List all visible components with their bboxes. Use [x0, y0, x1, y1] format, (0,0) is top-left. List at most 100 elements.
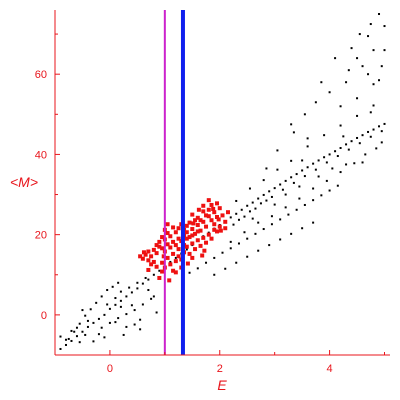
- data-point: [173, 230, 178, 235]
- data-point: [184, 230, 189, 235]
- data-point: [212, 222, 217, 227]
- data-point: [262, 193, 265, 196]
- data-point: [217, 206, 222, 211]
- data-point: [383, 122, 386, 125]
- data-point: [204, 240, 209, 245]
- data-point: [358, 33, 361, 36]
- data-point: [70, 339, 73, 342]
- data-point: [147, 278, 150, 281]
- data-point: [161, 254, 166, 259]
- data-point: [334, 150, 337, 153]
- data-point: [193, 231, 198, 236]
- data-point: [312, 221, 315, 224]
- data-point: [262, 179, 265, 182]
- data-point: [276, 168, 279, 171]
- data-point: [367, 73, 370, 76]
- data-point: [169, 260, 172, 263]
- data-point: [295, 208, 298, 211]
- data-point: [190, 241, 195, 246]
- data-point: [312, 162, 315, 165]
- data-point: [237, 242, 240, 245]
- data-point: [369, 23, 372, 26]
- data-point: [103, 313, 106, 316]
- data-point: [276, 149, 279, 152]
- data-point: [86, 319, 89, 322]
- data-point: [216, 217, 221, 222]
- data-point: [243, 215, 246, 218]
- data-point: [84, 333, 87, 336]
- data-point: [75, 335, 78, 338]
- data-point: [270, 223, 273, 226]
- data-point: [207, 231, 210, 234]
- data-point: [97, 333, 100, 336]
- data-point: [358, 142, 361, 145]
- reference-lines: [163, 10, 185, 355]
- data-point: [184, 244, 189, 249]
- data-point: [196, 207, 201, 212]
- data-point: [215, 201, 220, 206]
- data-point: [111, 285, 114, 288]
- data-point: [195, 215, 200, 220]
- data-point: [364, 153, 367, 156]
- data-point: [212, 227, 217, 232]
- data-point: [246, 204, 249, 207]
- data-point: [361, 161, 364, 164]
- data-point: [81, 330, 84, 333]
- data-point: [198, 243, 203, 248]
- data-point: [312, 199, 315, 202]
- data-point: [167, 278, 172, 283]
- data-point: [378, 79, 381, 82]
- data-point: [306, 137, 309, 140]
- data-point: [154, 264, 159, 269]
- y-tick-label: 40: [35, 149, 47, 161]
- data-point: [235, 199, 238, 202]
- data-point: [206, 198, 211, 203]
- data-point: [235, 261, 238, 264]
- data-point: [59, 347, 62, 350]
- data-point: [209, 218, 214, 223]
- data-point: [108, 321, 111, 324]
- data-point: [328, 91, 331, 94]
- data-point: [128, 286, 131, 289]
- data-point: [206, 214, 211, 219]
- data-point: [284, 206, 287, 209]
- data-point: [193, 247, 198, 252]
- y-tick-label: 60: [35, 69, 47, 81]
- data-point: [160, 260, 165, 265]
- data-point: [152, 273, 155, 276]
- data-point: [173, 243, 178, 248]
- data-point: [187, 220, 192, 225]
- x-tick-label: 4: [327, 363, 333, 375]
- data-point: [257, 249, 260, 252]
- data-point: [268, 244, 271, 247]
- data-point: [198, 218, 203, 223]
- data-point: [221, 251, 224, 254]
- data-point: [119, 305, 122, 308]
- data-point: [86, 325, 89, 328]
- data-point: [383, 49, 386, 52]
- data-point: [173, 270, 178, 275]
- data-point: [215, 215, 220, 219]
- data-point: [190, 212, 195, 217]
- data-point: [125, 325, 128, 328]
- data-point: [140, 256, 145, 261]
- y-axis-title: <M>: [10, 174, 38, 190]
- data-point: [339, 105, 342, 108]
- data-point: [165, 255, 170, 260]
- data-point: [225, 210, 230, 215]
- data-point: [202, 248, 207, 253]
- data-point: [149, 262, 154, 267]
- data-point: [372, 128, 375, 131]
- data-point: [108, 307, 111, 310]
- data-point: [193, 218, 198, 223]
- data-point: [229, 247, 232, 250]
- data-point: [184, 223, 189, 228]
- data-point: [350, 47, 353, 50]
- data-point: [136, 287, 139, 290]
- data-point: [265, 199, 268, 202]
- data-point: [317, 175, 320, 178]
- data-point: [205, 261, 208, 264]
- data-point: [301, 159, 304, 162]
